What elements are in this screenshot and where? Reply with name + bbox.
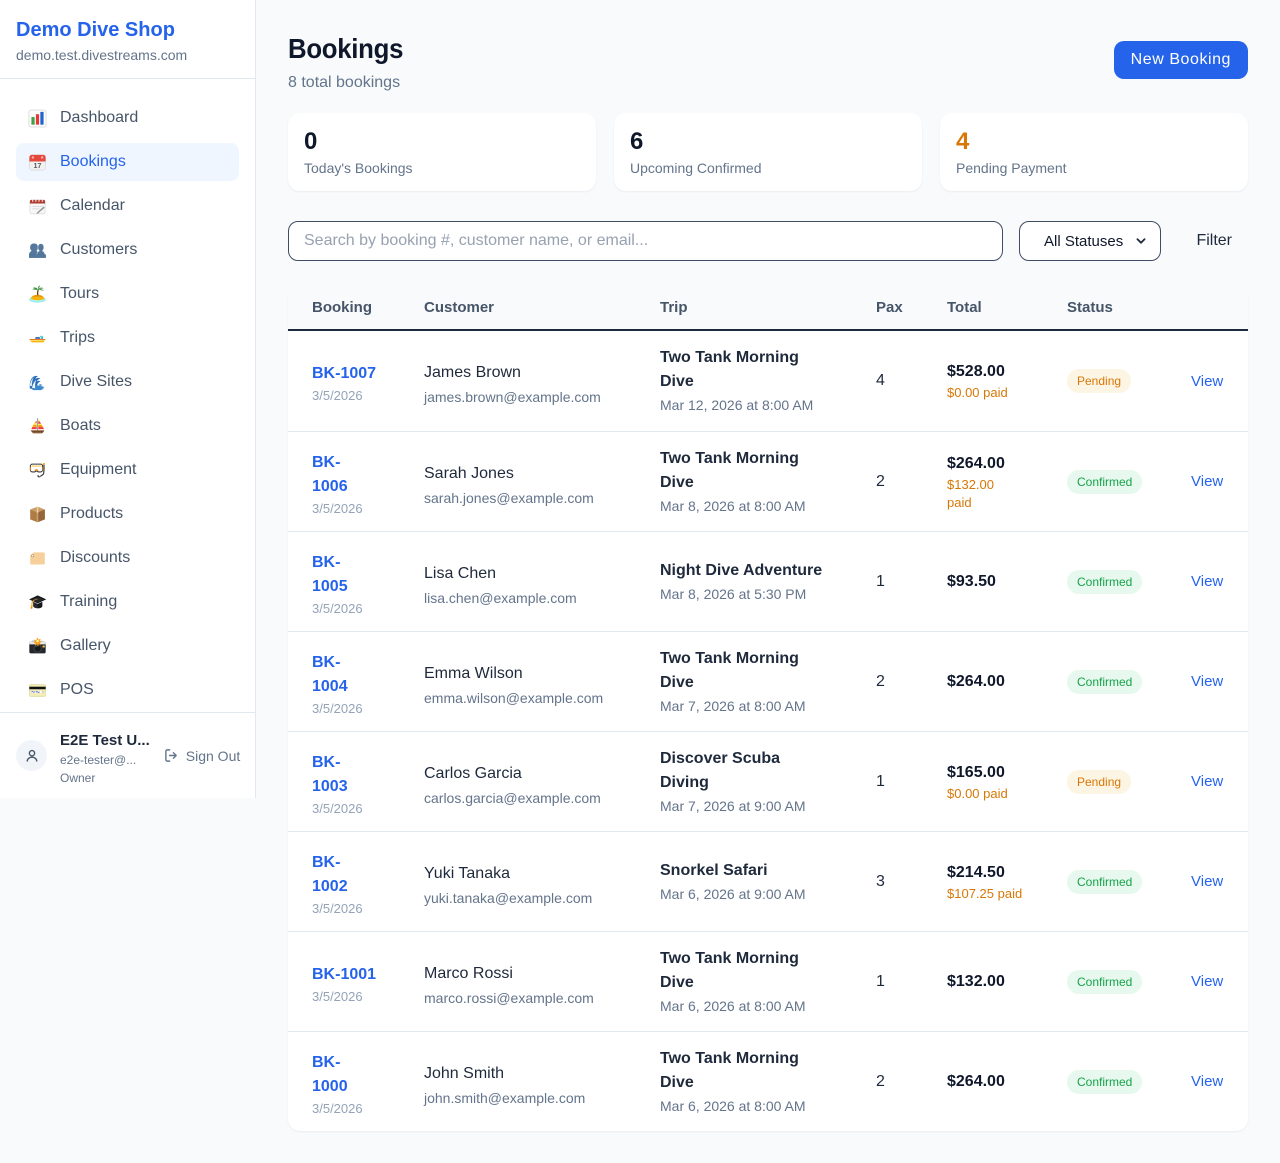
svg-text:17: 17 [34,162,42,170]
